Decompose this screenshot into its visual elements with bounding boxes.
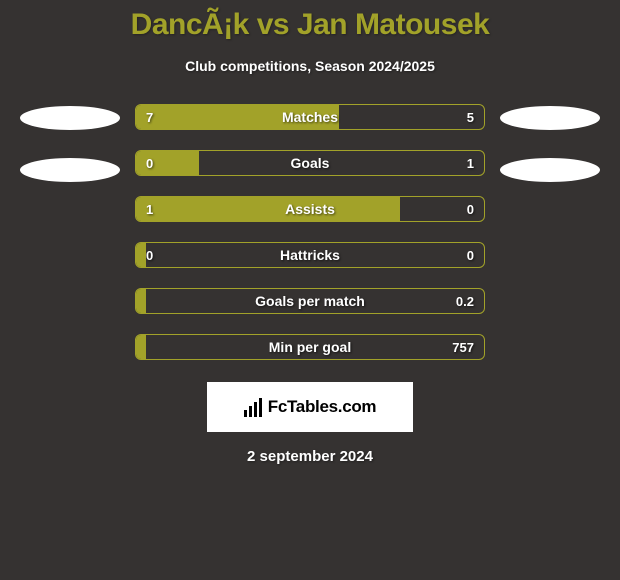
avatar — [500, 106, 600, 130]
stat-bar: Goals per match 0.2 — [135, 288, 485, 314]
bar-left-fill — [136, 105, 339, 129]
page-title: DancÃ¡k vs Jan Matousek — [0, 0, 620, 42]
watermark-badge: FcTables.com — [207, 382, 413, 432]
stat-bar: 0 Goals 1 — [135, 150, 485, 176]
comparison-chart: 7 Matches 5 0 Goals 1 1 Assists 0 0 Hatt… — [0, 104, 620, 360]
watermark-text: FcTables.com — [268, 397, 377, 417]
bar-left-fill — [136, 335, 146, 359]
chart-icon — [244, 397, 262, 417]
stat-bar: 7 Matches 5 — [135, 104, 485, 130]
bar-left-fill — [136, 289, 146, 313]
stat-bar: Min per goal 757 — [135, 334, 485, 360]
stat-bar: 1 Assists 0 — [135, 196, 485, 222]
bar-left-fill — [136, 243, 146, 267]
bar-right-fill — [146, 335, 484, 359]
player-left-avatars — [20, 104, 120, 182]
page-subtitle: Club competitions, Season 2024/2025 — [0, 58, 620, 74]
avatar — [20, 106, 120, 130]
bar-right-fill — [146, 243, 484, 267]
avatar — [20, 158, 120, 182]
bar-right-fill — [400, 197, 484, 221]
player-right-avatars — [500, 104, 600, 182]
bar-left-fill — [136, 197, 400, 221]
stat-bars: 7 Matches 5 0 Goals 1 1 Assists 0 0 Hatt… — [135, 104, 485, 360]
footer-date: 2 september 2024 — [0, 448, 620, 465]
avatar — [500, 158, 600, 182]
bar-right-fill — [339, 105, 484, 129]
bar-right-fill — [199, 151, 484, 175]
bar-left-fill — [136, 151, 199, 175]
stat-bar: 0 Hattricks 0 — [135, 242, 485, 268]
bar-right-fill — [146, 289, 484, 313]
